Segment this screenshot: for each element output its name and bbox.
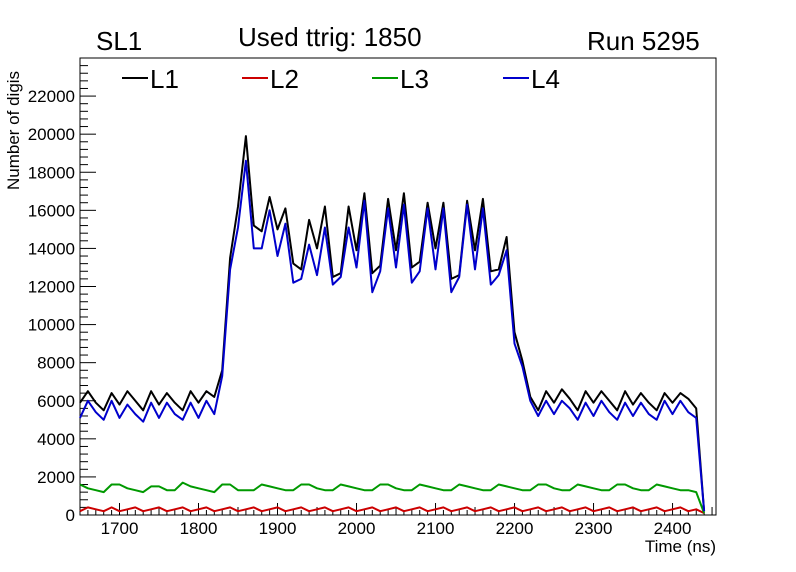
y-tick-label: 2000 [37,468,75,487]
x-tick-label: 1700 [101,519,139,538]
y-tick-label: 4000 [37,430,75,449]
y-tick-label: 22000 [28,87,75,106]
y-tick-label: 20000 [28,125,75,144]
x-tick-label: 2400 [654,519,692,538]
series-line-l4 [79,159,706,512]
axis-ticks [79,57,713,516]
legend-label-l4: L4 [531,64,560,94]
x-tick-label: 2000 [338,519,376,538]
legend-label-l3: L3 [400,64,429,94]
legend: L1 L2 L3 L4 [122,64,560,94]
run-label: Run 5295 [587,26,700,56]
x-tick-label: 2200 [496,519,534,538]
y-tick-labels: 0 2000 4000 6000 8000 10000 12000 14000 16000 180… [28,87,75,525]
x-tick-labels: 1700 1800 1900 2000 2100 2200 2300 2400 [101,519,692,538]
legend-label-l1: L1 [150,64,179,94]
series-lines [79,135,706,515]
y-axis-label: Number of digis [4,71,23,190]
y-tick-label: 14000 [28,239,75,258]
y-tick-label: 18000 [28,163,75,182]
y-tick-label: 0 [66,506,75,525]
y-tick-label: 16000 [28,201,75,220]
chart-title: Used ttrig: 1850 [238,22,422,52]
plot-frame [79,57,717,516]
legend-label-l2: L2 [270,64,299,94]
series-line-l2 [79,506,705,515]
series-line-l1 [79,135,706,512]
x-tick-label: 1800 [180,519,218,538]
y-tick-label: 12000 [28,278,75,297]
x-tick-label: 1900 [259,519,297,538]
y-tick-label: 8000 [37,354,75,373]
x-axis-label: Time (ns) [645,537,716,556]
x-tick-label: 2300 [575,519,613,538]
y-tick-label: 6000 [37,392,75,411]
sl-label: SL1 [96,26,143,56]
series-line-l3 [79,481,706,514]
y-tick-label: 10000 [28,316,75,335]
x-tick-label: 2100 [417,519,455,538]
